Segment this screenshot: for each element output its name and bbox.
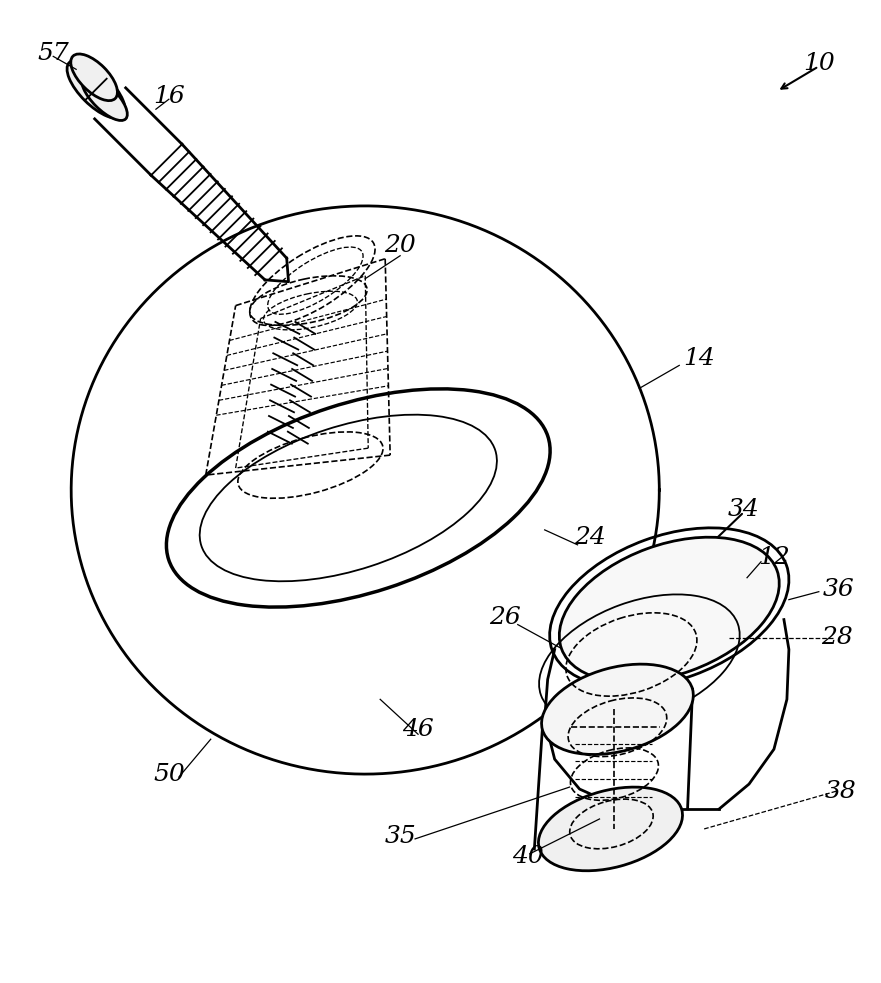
Text: 14: 14 [684,347,715,370]
Text: 38: 38 [825,780,856,802]
Text: 46: 46 [403,718,434,741]
Text: 40: 40 [512,845,544,868]
Ellipse shape [70,54,117,100]
Text: 50: 50 [153,763,185,785]
Text: 57: 57 [37,42,69,65]
Text: 24: 24 [574,526,605,549]
Ellipse shape [67,60,125,118]
Ellipse shape [559,537,780,682]
Text: 28: 28 [821,626,853,649]
Text: 34: 34 [729,498,760,521]
Text: 20: 20 [384,234,416,258]
Ellipse shape [538,787,683,871]
Text: 35: 35 [384,826,416,848]
Text: 10: 10 [803,52,834,75]
Text: 36: 36 [823,578,855,602]
Text: 26: 26 [489,607,521,629]
Text: 16: 16 [153,85,185,108]
Text: 12: 12 [758,547,790,569]
Ellipse shape [82,75,128,121]
Ellipse shape [542,665,693,755]
